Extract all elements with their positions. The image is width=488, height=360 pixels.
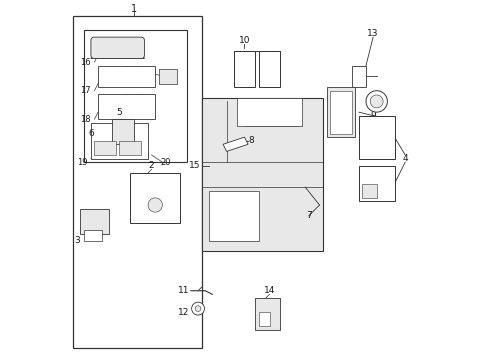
Text: 10: 10: [238, 36, 250, 45]
Circle shape: [369, 95, 382, 108]
Bar: [94, 141, 116, 155]
Bar: [208, 191, 258, 241]
Bar: [258, 51, 280, 87]
Text: 20: 20: [161, 158, 171, 167]
Bar: [83, 230, 102, 241]
Text: 5: 5: [116, 108, 122, 117]
Bar: [98, 94, 155, 119]
Text: 9: 9: [369, 111, 375, 120]
Bar: [358, 116, 394, 158]
Text: 3: 3: [74, 236, 80, 245]
Text: 14: 14: [264, 286, 275, 295]
Bar: [351, 66, 365, 87]
Text: 18: 18: [80, 115, 91, 124]
Text: 7: 7: [305, 211, 311, 220]
Polygon shape: [223, 137, 247, 152]
Bar: [329, 91, 351, 134]
Bar: [326, 87, 354, 137]
Bar: [201, 98, 323, 251]
Bar: [112, 119, 134, 144]
Text: 19: 19: [77, 158, 87, 167]
Text: 16: 16: [80, 58, 91, 67]
Bar: [255, 298, 280, 330]
Bar: [98, 66, 155, 87]
Circle shape: [365, 91, 386, 112]
Bar: [159, 69, 176, 84]
Text: 6: 6: [88, 129, 94, 138]
FancyBboxPatch shape: [91, 37, 144, 59]
Text: 11: 11: [178, 286, 189, 295]
Text: 2: 2: [148, 161, 154, 170]
Bar: [258, 312, 269, 327]
Circle shape: [195, 306, 201, 311]
Text: 21: 21: [161, 72, 171, 81]
Circle shape: [148, 198, 162, 212]
Text: 13: 13: [366, 29, 378, 38]
Bar: [80, 208, 108, 234]
Bar: [91, 123, 148, 158]
Bar: [237, 98, 301, 126]
Bar: [233, 51, 255, 87]
Text: 17: 17: [80, 86, 91, 95]
Bar: [358, 166, 394, 202]
Bar: [83, 30, 187, 162]
Bar: [130, 173, 180, 223]
Text: 12: 12: [178, 308, 189, 317]
Bar: [362, 184, 376, 198]
Text: 1: 1: [130, 4, 137, 14]
Bar: [73, 16, 201, 348]
Circle shape: [191, 302, 204, 315]
Text: 15: 15: [188, 161, 200, 170]
Text: 8: 8: [248, 136, 254, 145]
Bar: [119, 141, 141, 155]
Text: 4: 4: [402, 154, 407, 163]
Polygon shape: [91, 48, 144, 59]
